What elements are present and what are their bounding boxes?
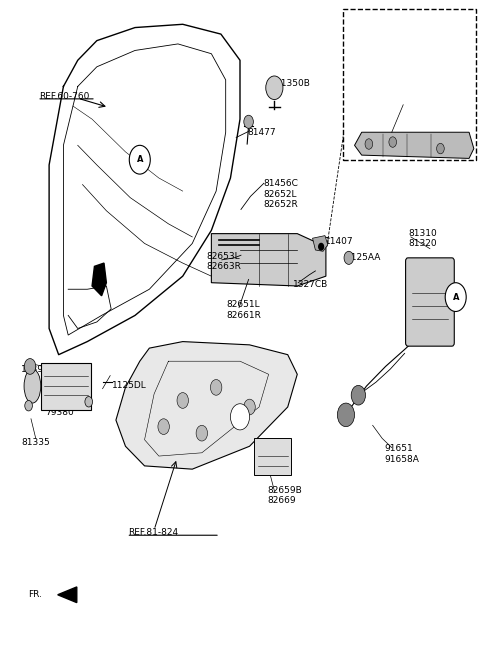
Circle shape: [344, 251, 354, 264]
Circle shape: [337, 403, 355, 426]
Text: FR.: FR.: [28, 590, 41, 599]
Circle shape: [196, 425, 207, 441]
Polygon shape: [355, 132, 474, 158]
Text: 1327CB: 1327CB: [292, 279, 328, 288]
Circle shape: [85, 397, 93, 407]
Circle shape: [210, 380, 222, 396]
Circle shape: [230, 404, 250, 430]
Text: 1125AA: 1125AA: [346, 254, 381, 262]
Text: 81350B: 81350B: [276, 79, 311, 87]
Text: A: A: [136, 155, 143, 164]
Circle shape: [389, 137, 396, 147]
Circle shape: [351, 386, 365, 405]
Circle shape: [244, 115, 253, 128]
Text: A: A: [453, 292, 459, 302]
Polygon shape: [116, 342, 297, 469]
Circle shape: [244, 399, 255, 415]
Text: 82653L
82663R: 82653L 82663R: [206, 252, 241, 271]
Circle shape: [266, 76, 283, 99]
Text: 79390
79380: 79390 79380: [45, 397, 74, 417]
Circle shape: [365, 139, 372, 149]
Text: 81310
81320: 81310 81320: [408, 229, 437, 248]
Circle shape: [129, 145, 150, 174]
Polygon shape: [58, 587, 77, 602]
FancyBboxPatch shape: [41, 363, 91, 409]
Text: 1125DL: 1125DL: [112, 381, 147, 390]
Circle shape: [177, 393, 189, 408]
Text: REF.81-824: REF.81-824: [128, 528, 178, 537]
Text: 81477: 81477: [247, 127, 276, 137]
Text: 11407: 11407: [325, 237, 354, 246]
Text: 1339CC: 1339CC: [22, 365, 57, 374]
Text: 82651L
82661R: 82651L 82661R: [400, 93, 435, 112]
Polygon shape: [211, 234, 326, 286]
Circle shape: [25, 401, 33, 411]
FancyBboxPatch shape: [343, 9, 476, 160]
FancyBboxPatch shape: [254, 438, 290, 475]
Text: 82659B
82669: 82659B 82669: [268, 486, 302, 505]
Circle shape: [158, 419, 169, 434]
Circle shape: [437, 143, 444, 154]
Text: 82652L
82652R: 82652L 82652R: [263, 190, 298, 210]
Text: 81456C: 81456C: [263, 179, 298, 188]
Text: (-200331): (-200331): [352, 70, 397, 79]
FancyBboxPatch shape: [406, 258, 454, 346]
Text: 81335: 81335: [22, 438, 50, 447]
Text: 82651L
82661R: 82651L 82661R: [227, 300, 262, 320]
Text: REF.60-760: REF.60-760: [39, 92, 90, 101]
Ellipse shape: [24, 369, 41, 403]
Circle shape: [445, 283, 466, 311]
Polygon shape: [92, 263, 107, 296]
Circle shape: [24, 359, 36, 374]
Circle shape: [319, 244, 324, 250]
Polygon shape: [312, 236, 328, 251]
Text: 91651
91658A: 91651 91658A: [384, 444, 419, 464]
